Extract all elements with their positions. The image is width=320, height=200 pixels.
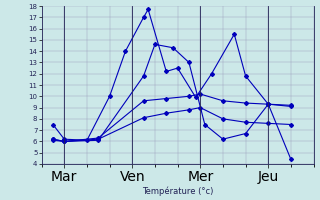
X-axis label: Température (°c): Température (°c): [142, 186, 213, 196]
